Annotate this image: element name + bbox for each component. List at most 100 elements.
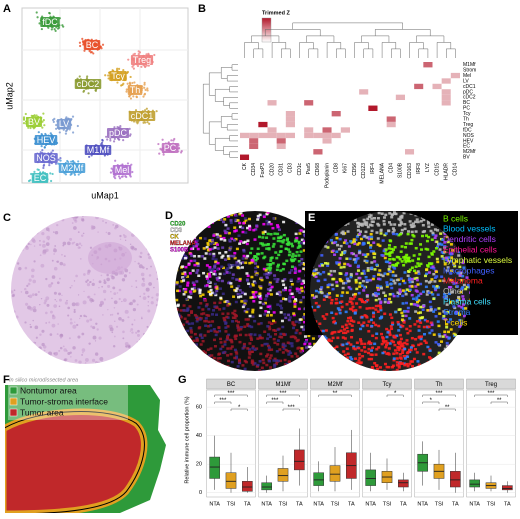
tissue-pixel <box>344 310 348 314</box>
tissue-speck <box>96 328 99 331</box>
tissue-pixel <box>445 326 449 329</box>
column-label: CD4 <box>389 163 395 173</box>
tissue-pixel <box>255 224 259 227</box>
tissue-pixel <box>193 259 197 263</box>
tissue-speck <box>62 263 66 267</box>
tissue-speck <box>150 265 152 268</box>
tissue-pixel <box>442 293 446 296</box>
heatmap-cell <box>304 143 314 150</box>
heatmap-cell <box>276 121 286 128</box>
tissue-pixel <box>204 252 208 255</box>
tissue-speck <box>79 246 81 249</box>
umap-point <box>33 170 36 173</box>
tissue-pixel <box>242 250 246 253</box>
row-label: LV <box>463 78 469 84</box>
tissue-pixel <box>363 350 367 353</box>
tissue-speck <box>137 262 140 265</box>
tissue-pixel <box>260 278 264 282</box>
tissue-pixel <box>427 225 431 228</box>
tissue-pixel <box>201 293 205 296</box>
tissue-pixel <box>258 369 262 371</box>
tissue-pixel <box>216 247 220 250</box>
heatmap-cell <box>441 78 451 84</box>
heatmap-cell <box>322 149 332 155</box>
tissue-pixel <box>226 337 230 340</box>
tissue-pixel <box>453 306 457 310</box>
tissue-speck <box>90 225 94 228</box>
tissue-pixel <box>238 288 242 292</box>
cluster-label-bg <box>128 111 156 121</box>
heatmap-cell <box>285 72 295 79</box>
tissue-pixel <box>294 320 298 323</box>
tissue-pixel <box>190 287 194 291</box>
heatmap-cell <box>432 83 442 90</box>
tissue-pixel <box>395 368 399 371</box>
tissue-pixel <box>224 321 228 325</box>
tissue-pixel <box>348 300 352 303</box>
tissue-pixel <box>203 284 207 288</box>
tissue-pixel <box>345 257 349 260</box>
tissue-pixel <box>401 348 405 352</box>
heatmap-cell <box>423 62 433 68</box>
tissue-pixel <box>359 361 363 364</box>
tissue-pixel <box>273 341 277 345</box>
tissue-pixel <box>342 350 346 353</box>
tissue-pixel <box>276 239 280 243</box>
tissue-pixel <box>348 307 352 311</box>
tissue-pixel <box>228 248 232 252</box>
tissue-pixel <box>401 302 405 305</box>
heatmap-cell <box>267 62 277 68</box>
heatmap-cell <box>276 100 286 106</box>
column-label: FoxP3 <box>260 163 266 178</box>
tissue-pixel <box>387 365 391 369</box>
tissue-pixel <box>213 305 217 308</box>
tissue-pixel <box>421 308 425 311</box>
tissue-pixel <box>298 321 302 324</box>
heatmap-cell <box>368 89 378 95</box>
tissue-pixel <box>208 285 212 288</box>
tissue-pixel <box>183 271 187 274</box>
tissue-pixel <box>281 288 285 292</box>
tissue-pixel <box>226 325 230 328</box>
tissue-pixel <box>194 244 198 248</box>
tissue-pixel <box>334 233 338 236</box>
tissue-pixel <box>393 349 397 352</box>
tissue-pixel <box>237 359 241 363</box>
tissue-pixel <box>404 292 408 296</box>
tissue-pixel <box>296 347 300 350</box>
tissue-pixel <box>450 269 454 273</box>
tissue-pixel <box>268 327 272 331</box>
tissue-speck <box>129 330 132 332</box>
heatmap-cell <box>331 105 341 111</box>
tissue-pixel <box>382 223 386 226</box>
tissue-pixel <box>457 298 461 302</box>
tissue-pixel <box>391 340 395 344</box>
tissue-speck <box>119 234 122 238</box>
tissue-pixel <box>291 321 295 324</box>
tissue-speck <box>30 243 32 246</box>
tissue-pixel <box>297 240 301 244</box>
tissue-speck <box>73 226 77 230</box>
tissue-pixel <box>397 341 401 344</box>
tissue-speck <box>103 298 106 301</box>
tissue-pixel <box>311 272 315 275</box>
tissue-pixel <box>226 347 230 350</box>
umap-point <box>173 137 176 141</box>
tissue-pixel <box>373 260 377 263</box>
tissue-pixel <box>333 330 337 334</box>
tissue-pixel <box>352 258 356 261</box>
tissue-speck <box>55 300 58 302</box>
tissue-pixel <box>277 291 281 294</box>
tissue-pixel <box>358 232 362 236</box>
heatmap-cell <box>386 149 396 155</box>
tissue-pixel <box>374 308 378 311</box>
heatmap-cell <box>331 132 341 139</box>
heatmap-cell <box>359 121 369 128</box>
tissue-pixel <box>380 315 384 319</box>
heatmap-cell <box>414 62 424 68</box>
tissue-pixel <box>419 243 423 246</box>
heatmap-cell <box>313 111 323 117</box>
heatmap-cell <box>386 89 396 95</box>
heatmap-cell <box>276 132 286 139</box>
tissue-pixel <box>377 297 381 301</box>
